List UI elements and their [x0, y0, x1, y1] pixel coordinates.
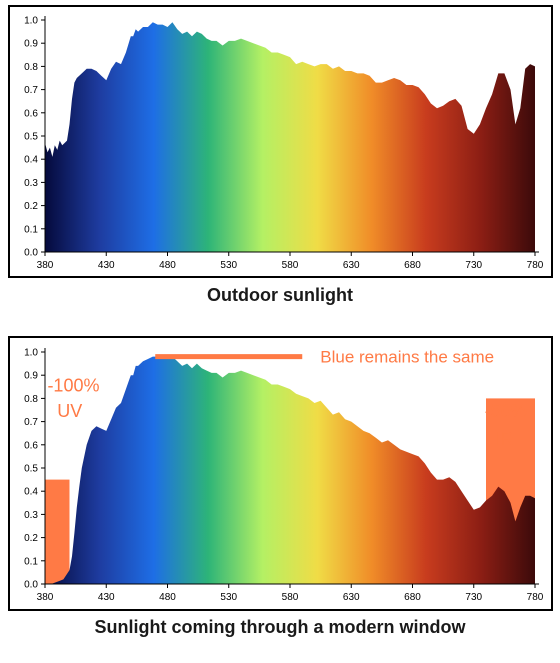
chart-title: Outdoor sunlight — [207, 285, 353, 305]
y-tick-label: 0.4 — [24, 487, 38, 498]
annotation-ir-label: IR — [496, 429, 514, 449]
spectrum-area — [45, 22, 535, 252]
x-tick-label: 480 — [159, 260, 176, 271]
x-tick-label: 680 — [404, 592, 421, 603]
chart-outdoor-sunlight: 0.0 0.1 0.2 0.3 0.4 0.5 0.6 0.7 0.8 0.9 1.0 380 430 4… — [8, 5, 553, 278]
y-tick-label: 0.8 — [24, 394, 38, 405]
y-tick-label: 0.2 — [24, 533, 38, 544]
y-tick-label: 0.5 — [24, 464, 38, 475]
annotation-uv-percent: -100% — [47, 375, 99, 395]
chart-frame — [8, 336, 553, 611]
x-tick-label: 430 — [98, 260, 115, 271]
y-tick-label: 0.3 — [24, 178, 38, 189]
spectrum-area — [45, 356, 535, 584]
y-tick-label: 1.0 — [24, 16, 38, 27]
annotation-blue-same: Blue remains the same — [320, 348, 494, 367]
annotation-ir-percent: -50% — [485, 401, 527, 421]
y-tick-label: 0.6 — [24, 440, 38, 451]
x-tick-label: 380 — [37, 592, 54, 603]
x-tick-label: 730 — [465, 260, 482, 271]
x-tick-label: 730 — [465, 592, 482, 603]
chart-title: Sunlight coming through a modern window — [95, 617, 467, 637]
x-tick-label: 530 — [220, 260, 237, 271]
y-tick-label: 0.4 — [24, 155, 38, 166]
x-tick-label: 430 — [98, 592, 115, 603]
x-tick-label: 630 — [343, 260, 360, 271]
chart-frame — [8, 5, 553, 278]
x-tick-label: 380 — [37, 260, 54, 271]
y-tick-label: 0.9 — [24, 39, 38, 50]
y-tick-label: 0.1 — [24, 224, 38, 235]
y-tick-label: 0.2 — [24, 201, 38, 212]
chart-window-sunlight: 0.0 0.1 0.2 0.3 0.4 0.5 0.6 0.7 0.8 0.9 1.0 380 430 4… — [8, 336, 553, 611]
y-tick-label: 0.9 — [24, 371, 38, 382]
x-tick-label: 530 — [220, 592, 237, 603]
y-tick-label: 0.0 — [24, 580, 38, 591]
x-tick-label: 680 — [404, 260, 421, 271]
x-tick-label: 780 — [527, 260, 544, 271]
y-tick-label: 1.0 — [24, 348, 38, 359]
y-tick-label: 0.5 — [24, 132, 38, 143]
x-tick-label: 480 — [159, 592, 176, 603]
x-tick-label: 780 — [527, 592, 544, 603]
axes: 0.0 0.1 0.2 0.3 0.4 0.5 0.6 0.7 0.8 0.9 1.0 380 430 4… — [24, 348, 544, 604]
y-tick-label: 0.0 — [24, 248, 38, 259]
y-tick-label: 0.7 — [24, 85, 38, 96]
x-tick-label: 580 — [282, 260, 299, 271]
y-tick-label: 0.3 — [24, 510, 38, 521]
x-tick-label: 580 — [282, 592, 299, 603]
y-tick-label: 0.1 — [24, 556, 38, 567]
x-tick-label: 630 — [343, 592, 360, 603]
spectrum-series — [45, 356, 535, 584]
annotation-uv-label: UV — [57, 401, 82, 421]
y-tick-label: 0.7 — [24, 417, 38, 428]
axes: 0.0 0.1 0.2 0.3 0.4 0.5 0.6 0.7 0.8 0.9 1.0 380 430 4… — [24, 16, 544, 272]
shaded-region-uv — [45, 479, 70, 584]
y-tick-label: 0.6 — [24, 108, 38, 119]
annotations: Blue remains the same -100% UV -50% IR — [47, 348, 526, 449]
y-tick-label: 0.8 — [24, 62, 38, 73]
spectrum-series — [45, 22, 535, 252]
